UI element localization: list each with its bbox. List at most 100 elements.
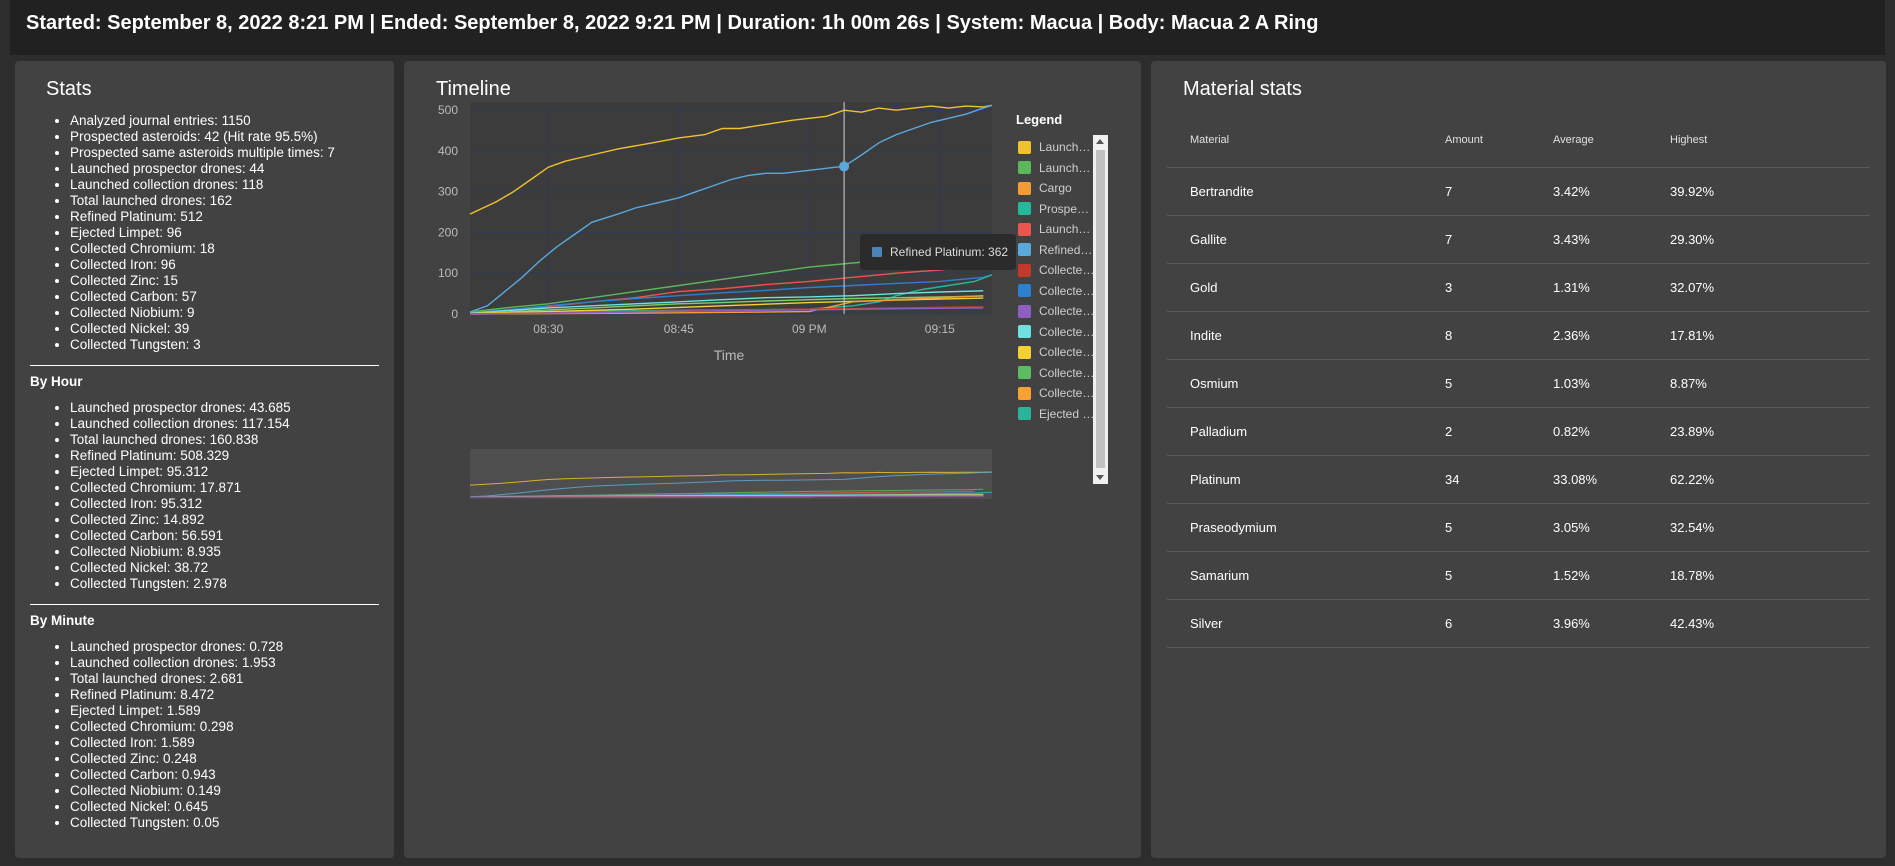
legend-item[interactable]: Collected Tungsten [1010, 383, 1095, 403]
legend-item[interactable]: Collected Niobium [1010, 342, 1095, 362]
stat-item: Collected Nickel: 38.72 [70, 560, 394, 576]
stat-item: Collected Chromium: 0.298 [70, 719, 394, 735]
amount-cell: 5 [1445, 359, 1553, 408]
legend-item[interactable]: Collected Carbon [1010, 322, 1095, 342]
stats-divider [30, 604, 379, 605]
legend-item[interactable]: Prospected asteroids [1010, 199, 1095, 219]
series-line [469, 104, 993, 313]
material-cell: Silver [1167, 599, 1445, 648]
table-row: Praseodymium 5 3.05% 32.54% [1167, 503, 1870, 552]
stat-item: Collected Nickel: 39 [70, 321, 394, 337]
series-line [469, 295, 984, 315]
y-tick-label: 300 [438, 185, 458, 199]
average-cell: 1.31% [1553, 263, 1670, 312]
legend-item[interactable]: Launched drones [1010, 219, 1095, 239]
legend-swatch [1018, 243, 1031, 256]
by-hour-title: By Hour [30, 374, 83, 389]
legend-swatch [1018, 263, 1031, 277]
legend-swatch [1018, 181, 1031, 195]
legend-item[interactable]: Cargo [1010, 178, 1095, 198]
legend-item[interactable]: Collected Zinc [1010, 301, 1095, 321]
legend-item[interactable]: Collected Nickel [1010, 363, 1095, 383]
material-cell: Gold [1167, 263, 1445, 312]
legend-label: Launched collection drones [1039, 140, 1095, 154]
stats-panel: Stats Analyzed journal entries: 1150Pros… [15, 61, 394, 858]
legend-item[interactable]: Launched collection drones [1010, 137, 1095, 157]
highest-cell: 29.30% [1670, 215, 1870, 264]
y-tick-label: 200 [438, 225, 458, 239]
y-tick-label: 400 [438, 144, 458, 158]
stats-title: Stats [46, 78, 92, 100]
stat-item: Collected Tungsten: 3 [70, 337, 394, 353]
material-cell: Osmium [1167, 359, 1445, 408]
legend-label: Prospected asteroids [1039, 201, 1095, 216]
table-row: Silver 6 3.96% 42.43% [1167, 599, 1870, 648]
average-cell: 0.82% [1553, 407, 1670, 456]
legend-label: Launched drones [1039, 222, 1095, 236]
legend-swatch [1018, 407, 1031, 420]
legend-swatch [1018, 345, 1031, 359]
navigator-line [469, 471, 993, 486]
stat-item: Launched collection drones: 118 [70, 177, 394, 193]
stat-item: Collected Tungsten: 2.978 [70, 576, 394, 592]
average-cell: 3.05% [1553, 503, 1670, 552]
table-row: Gallite 7 3.43% 29.30% [1167, 215, 1870, 264]
navigator-line [469, 495, 984, 498]
average-cell: 3.42% [1553, 167, 1670, 216]
highest-cell: 32.54% [1670, 503, 1870, 552]
by-hour-list: Launched prospector drones: 43.685Launch… [15, 400, 394, 592]
amount-cell: 3 [1445, 263, 1553, 312]
x-tick-label: 09 PM [792, 322, 827, 336]
stat-item: Ejected Limpet: 96 [70, 225, 394, 241]
stat-item: Launched collection drones: 117.154 [70, 416, 394, 432]
stat-item: Collected Iron: 96 [70, 257, 394, 273]
legend-item[interactable]: Collected Chromium [1010, 260, 1095, 280]
average-cell: 1.03% [1553, 359, 1670, 408]
material-cell: Palladium [1167, 407, 1445, 456]
tooltip-swatch [872, 247, 882, 257]
chart-legend[interactable]: Launched collection drones Launched prosp… [1010, 134, 1100, 482]
chart-tooltip: Refined Platinum: 362 [860, 234, 1016, 270]
timeline-chart[interactable]: 0 100 200 300 400 500 08:30 08:45 09 PM 09:15 Time [404, 61, 1141, 581]
legend-item[interactable]: Refined Platinum [1010, 240, 1095, 260]
stat-item: Collected Niobium: 8.935 [70, 544, 394, 560]
legend-scrollbar[interactable] [1093, 135, 1108, 484]
legend-swatch [1018, 304, 1031, 318]
series-line [469, 295, 984, 315]
legend-swatch [1018, 325, 1031, 338]
timeline-panel: Timeline 0 100 200 300 400 500 08:30 08:45 09 PM… [404, 61, 1141, 858]
by-minute-title: By Minute [30, 613, 95, 628]
column-header-amount[interactable]: Amount [1445, 113, 1553, 168]
legend-swatch [1018, 161, 1031, 174]
legend-label: Collected Iron [1039, 283, 1095, 298]
table-header-row: Material Amount Average Highest [1167, 113, 1870, 168]
table-row: Osmium 5 1.03% 8.87% [1167, 359, 1870, 408]
stat-item: Collected Niobium: 0.149 [70, 783, 394, 799]
column-header-material[interactable]: Material [1167, 113, 1445, 168]
column-header-average[interactable]: Average [1553, 113, 1670, 168]
hover-point [839, 161, 850, 172]
legend-label: Refined Platinum [1039, 242, 1095, 257]
legend-item[interactable]: Ejected Limpet [1010, 404, 1095, 424]
x-tick-label: 08:45 [664, 322, 694, 336]
table-row: Gold 3 1.31% 32.07% [1167, 263, 1870, 312]
highest-cell: 42.43% [1670, 599, 1870, 648]
legend-item[interactable]: Collected Iron [1010, 281, 1095, 301]
stat-item: Launched prospector drones: 0.728 [70, 639, 394, 655]
table-row: Palladium 2 0.82% 23.89% [1167, 407, 1870, 456]
legend-label: Collected Tungsten [1039, 386, 1095, 400]
scroll-down-arrow-icon[interactable] [1096, 475, 1104, 480]
legend-item[interactable]: Launched prospector drones [1010, 158, 1095, 178]
material-cell: Praseodymium [1167, 503, 1445, 552]
scroll-thumb[interactable] [1096, 150, 1105, 468]
legend-label: Collected Zinc [1039, 304, 1095, 318]
average-cell: 1.52% [1553, 551, 1670, 600]
stats-list: Analyzed journal entries: 1150Prospected… [15, 113, 394, 353]
stat-item: Collected Iron: 95.312 [70, 496, 394, 512]
scroll-up-arrow-icon[interactable] [1096, 139, 1104, 144]
series-line [469, 290, 984, 314]
stat-item: Collected Chromium: 18 [70, 241, 394, 257]
stat-item: Ejected Limpet: 1.589 [70, 703, 394, 719]
x-tick-label: 08:30 [533, 322, 563, 336]
column-header-highest[interactable]: Highest [1670, 113, 1870, 168]
